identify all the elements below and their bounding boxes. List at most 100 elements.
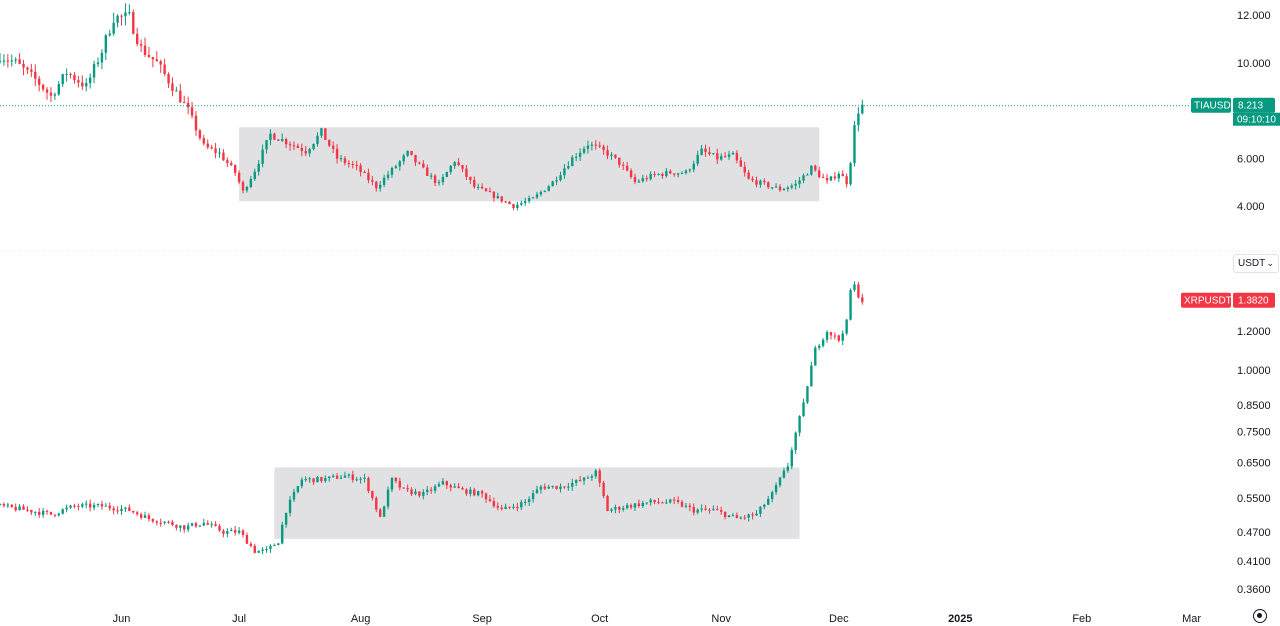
candle-body [65,507,68,510]
candle-body [167,74,170,84]
candle-body [551,485,554,487]
candle-body [292,145,296,147]
candle-body [606,496,609,512]
candle-body [665,502,668,504]
candle-body [739,160,743,167]
candle-body [292,491,296,500]
candle-body [300,147,304,152]
candle-body [261,549,264,551]
candle-body [316,476,319,483]
candle-body [202,138,206,144]
candle-body [288,144,292,146]
y-tick-label: 6.000 [1237,153,1265,165]
candle-body [386,489,390,507]
candle-body [641,502,645,507]
consolidation-range-box [274,467,800,539]
price-tag-bg [1233,97,1275,113]
candle-body [586,145,590,149]
candle-body [520,203,523,205]
candle-body [841,333,844,341]
candle-body [300,479,304,487]
candle-body [45,510,49,512]
candle-body [539,191,543,195]
candle-body [65,73,68,75]
candle-body [88,77,92,84]
candle-body [73,505,76,507]
candle-body [190,107,194,116]
candle-body [386,174,390,178]
candle-body [747,514,750,518]
candle-body [461,165,464,169]
candle-body [304,151,307,154]
candle-body [586,477,590,479]
candle-body [222,152,225,161]
candle-body [622,164,625,166]
xrpusdt-pane[interactable]: 1.2000 1.0000 0.8500 0.7500 0.6500 0.5500 0.47… [0,281,1275,596]
candle-body [508,201,511,205]
candle-body [132,12,135,34]
candle-body [778,477,782,486]
candle-body [61,74,64,85]
candle-body [731,515,735,517]
candle-body [304,479,307,481]
candle-body [245,535,249,544]
candle-body [712,509,715,511]
candle-body [343,158,347,164]
candle-body [469,489,472,494]
candle-body [363,477,366,479]
countdown-label: 09:10:10 [1237,115,1276,126]
candle-body [508,506,511,508]
candle-body [806,386,809,403]
candle-body [543,190,547,192]
candle-body [473,180,476,187]
candle-body [53,514,57,516]
candle-body [672,173,676,175]
currency-selector[interactable]: USDT ⌄ [1233,254,1279,273]
gear-icon[interactable] [1253,609,1267,623]
candle-body [527,499,531,502]
candle-body [296,486,300,492]
candle-body [2,60,6,62]
candle-body [245,187,249,191]
candle-body [484,493,488,500]
candle-body [661,173,664,176]
candle-body [645,502,648,504]
candle-body [22,506,25,510]
candle-body [669,171,672,174]
candle-body [194,115,198,131]
y-tick-label: 10.000 [1237,58,1271,70]
candle-body [85,83,88,87]
candle-body [69,505,72,508]
candle-body [484,188,488,192]
candle-body [422,163,425,168]
candle-body [539,486,543,490]
candle-body [571,157,574,167]
candle-body [814,165,817,171]
candle-body [574,480,578,483]
candle-body [500,507,503,510]
candle-body [845,176,848,185]
candle-body [747,172,750,179]
candle-body [230,529,233,532]
candle-body [429,175,433,177]
y-tick-label: 1.0000 [1237,365,1271,377]
y-tick-label: 0.7500 [1237,427,1271,439]
candle-body [790,450,793,467]
candle-body [857,284,860,298]
candle-body [649,499,652,503]
tiausd-pane[interactable]: 12.000 10.000 6.000 4.000 TIAUSD 8.213 09:10:1… [0,3,1280,213]
candle-body [206,522,209,525]
candle-body [524,501,527,503]
candle-body [237,172,241,183]
candle-body [849,290,852,320]
candle-body [41,510,45,515]
candle-body [104,505,108,507]
candle-body [622,508,625,510]
candle-body [359,165,362,172]
candle-body [665,171,668,176]
candle-body [476,186,480,188]
candle-body [637,181,641,183]
candle-body [465,489,468,494]
candle-body [802,402,805,417]
